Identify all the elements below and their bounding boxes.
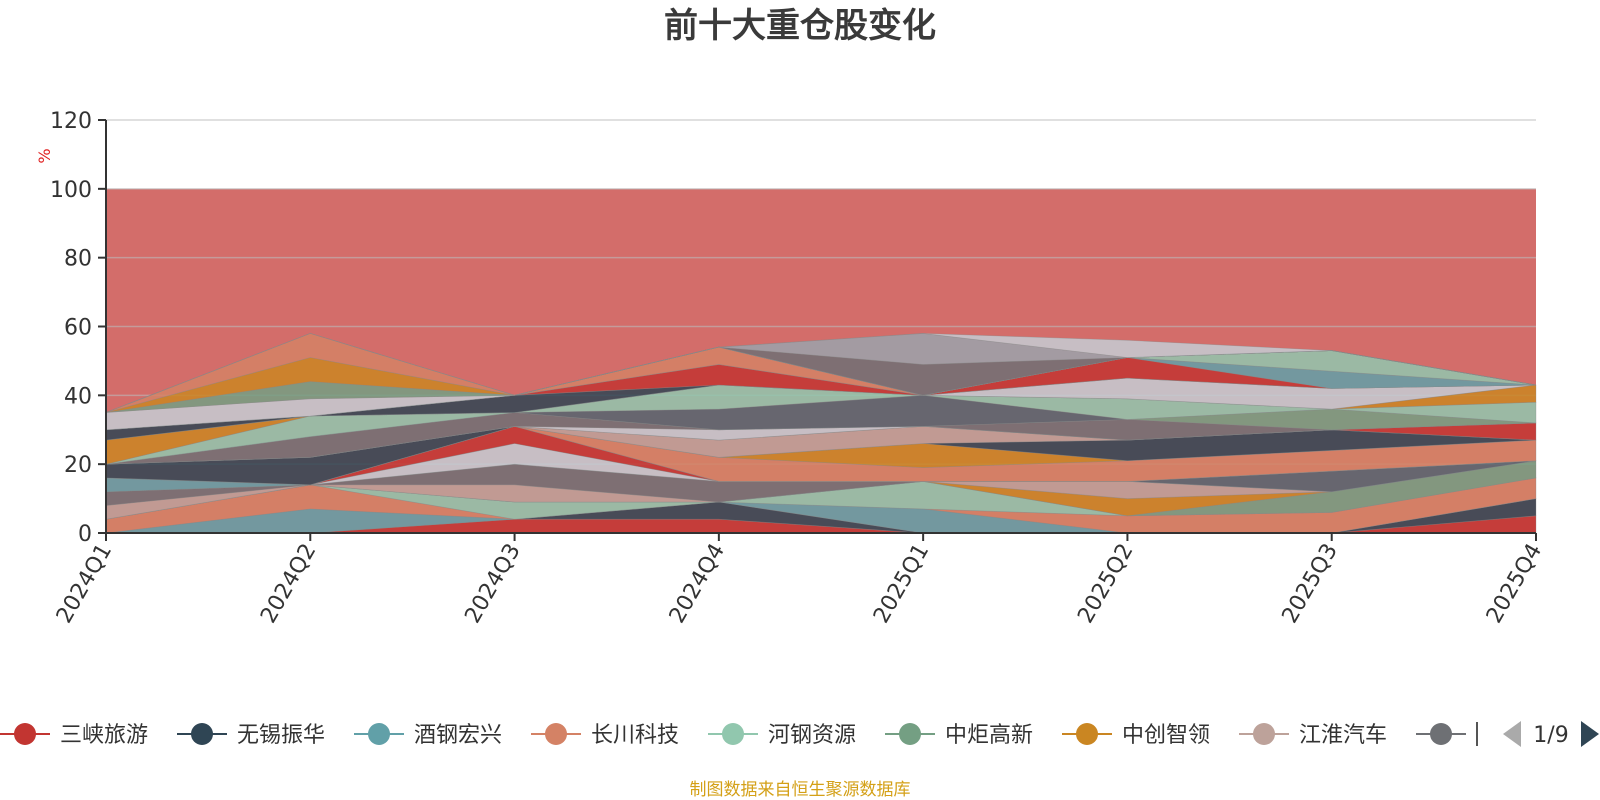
legend-item-酒钢宏兴[interactable]: 酒钢宏兴: [354, 723, 502, 748]
legend-clipped-text: [1476, 722, 1478, 746]
legend-marker: [1076, 723, 1098, 745]
legend-item-中炬高新[interactable]: 中炬高新: [885, 723, 1033, 748]
y-tick-label: 40: [64, 384, 92, 409]
x-tick-label: 2024Q4: [665, 540, 730, 628]
x-tick-label: 2024Q3: [460, 540, 525, 628]
legend-label: 无锡振华: [237, 723, 325, 748]
legend-page-indicator: 1/9: [1533, 723, 1568, 748]
triangle-left-icon[interactable]: [1503, 721, 1521, 747]
legend-label: 酒钢宏兴: [414, 723, 502, 748]
y-axis-unit: %: [35, 148, 54, 163]
legend-label: 江淮汽车: [1299, 723, 1387, 748]
source-note: 制图数据来自恒生聚源数据库: [690, 780, 911, 800]
legend-label: 中创智领: [1122, 723, 1210, 748]
legend-item-三峡旅游[interactable]: 三峡旅游: [0, 723, 148, 748]
y-tick-label: 100: [50, 178, 92, 203]
y-tick-label: 20: [64, 453, 92, 478]
series-area-unnamed-37: [105, 333, 1537, 413]
legend-marker: [1253, 723, 1275, 745]
legend-label: 河钢资源: [768, 723, 856, 748]
legend-marker: [1430, 723, 1452, 745]
legend-item-无锡振华[interactable]: 无锡振华: [177, 723, 325, 748]
legend-pager: 1/9: [1503, 721, 1599, 748]
legend-marker: [14, 723, 36, 745]
legend-item-中创智领[interactable]: 中创智领: [1062, 723, 1210, 748]
legend-label: 长川科技: [591, 723, 679, 748]
legend-marker: [368, 723, 390, 745]
x-tick-label: 2024Q2: [256, 540, 321, 628]
legend-marker: [191, 723, 213, 745]
legend-marker: [899, 723, 921, 745]
y-tick-label: 120: [50, 109, 92, 134]
y-tick-label: 60: [64, 316, 92, 341]
chart-title: 前十大重仓股变化: [664, 6, 936, 46]
y-tick-label: 0: [78, 522, 92, 547]
x-tick-label: 2025Q3: [1278, 540, 1343, 628]
x-tick-label: 2024Q1: [52, 540, 117, 628]
x-tick-label: 2025Q4: [1482, 540, 1547, 628]
x-tick-label: 2025Q2: [1073, 540, 1138, 628]
x-tick-label: 2025Q1: [869, 540, 934, 628]
legend-item-江淮汽车[interactable]: 江淮汽车: [1239, 723, 1387, 748]
legend-item-河钢资源[interactable]: 河钢资源: [708, 723, 856, 748]
legend-item-长川科技[interactable]: 长川科技: [531, 723, 679, 748]
legend-marker: [722, 723, 744, 745]
y-tick-label: 80: [64, 247, 92, 272]
legend-label: 中炬高新: [945, 723, 1033, 748]
series-areas: [105, 333, 1537, 534]
legend: 三峡旅游 无锡振华 酒钢宏兴 长川科技 河钢资源 中炬高新 中创智领 江淮汽车 1/9: [0, 721, 1599, 748]
triangle-right-icon[interactable]: [1581, 721, 1599, 747]
legend-label: 三峡旅游: [60, 723, 148, 748]
legend-marker: [545, 723, 567, 745]
legend-item-clipped[interactable]: [1416, 722, 1478, 746]
